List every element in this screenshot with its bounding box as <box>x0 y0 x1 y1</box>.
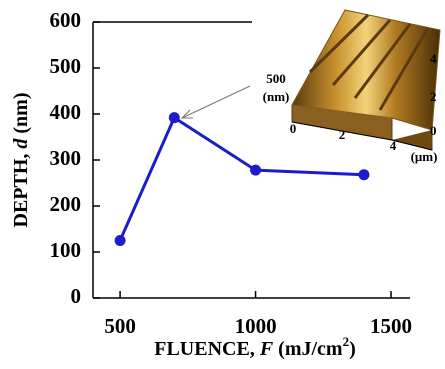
x-label-part: ) <box>349 338 356 360</box>
x-label-part: (mJ/cm <box>273 338 343 360</box>
x-tick-label: 1000 <box>235 314 277 338</box>
inset-label: 0 <box>290 121 297 136</box>
x-label-part: F <box>259 338 274 360</box>
y-tick-label: 600 <box>50 8 82 32</box>
data-point <box>169 112 180 123</box>
chart: FLUENCE, F (mJ/cm2) DEPTH, d (nm) 010020… <box>0 0 445 369</box>
inset-label: 4 <box>430 51 437 66</box>
inset-label: 4 <box>390 138 397 153</box>
data-point <box>358 169 369 180</box>
y-label-part: (nm) <box>10 92 32 138</box>
data-point <box>250 165 261 176</box>
inset-label: 500 <box>266 71 286 86</box>
inset-image <box>292 10 440 150</box>
y-tick-label: 0 <box>71 284 82 308</box>
y-tick-label: 200 <box>50 192 82 216</box>
y-tick-label: 300 <box>50 146 82 170</box>
x-label-part: FLUENCE, <box>154 338 260 360</box>
inset-label: 2 <box>339 127 346 142</box>
series-line <box>120 118 364 241</box>
x-axis-label: FLUENCE, F (mJ/cm2) <box>154 334 356 360</box>
y-tick-label: 100 <box>50 238 82 262</box>
x-tick-label: 1500 <box>370 314 412 338</box>
y-tick-label: 500 <box>50 54 82 78</box>
x-tick-label: 500 <box>104 314 136 338</box>
data-point <box>115 235 126 246</box>
y-label-part: DEPTH, <box>10 149 32 228</box>
inset-label: 2 <box>430 89 437 104</box>
inset-label: (μm) <box>411 149 438 164</box>
inset-label: 0 <box>430 123 437 138</box>
y-tick-label: 400 <box>50 100 82 124</box>
annotation-arrow <box>182 86 250 118</box>
inset-label: (nm) <box>263 89 290 104</box>
y-axis-label: DEPTH, d (nm) <box>10 92 32 227</box>
